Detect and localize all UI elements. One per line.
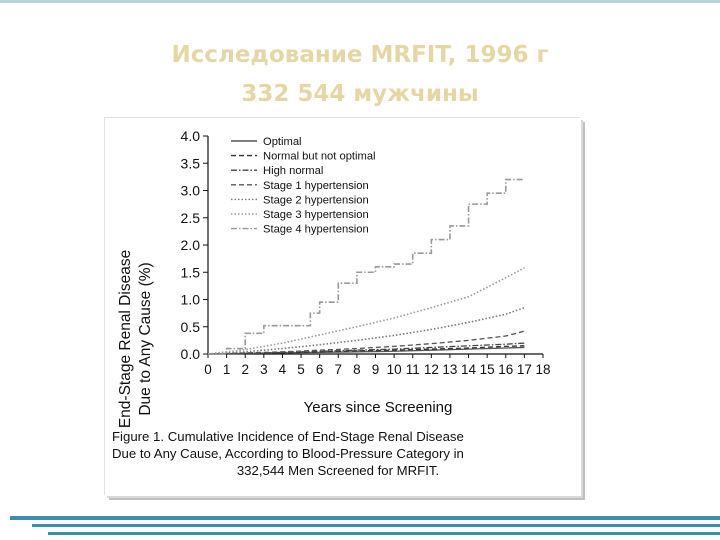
caption-line2: Due to Any Cause, According to Blood-Pre…: [112, 446, 464, 461]
x-tick-label: 11: [406, 362, 420, 377]
series-line-4: [207, 330, 525, 355]
slide-title-line1: Исследование MRFIT, 1996 г: [171, 42, 549, 68]
footer-bar-3: [48, 532, 720, 535]
legend-label-3: High normal: [263, 165, 323, 177]
footer-bar-1: [10, 516, 720, 520]
x-tick-label: 2: [241, 362, 249, 377]
y-tick-label: 4.0: [181, 128, 201, 144]
x-tick-label: 1: [223, 362, 231, 377]
series-line-7: [208, 178, 525, 355]
x-tick-label: 9: [372, 362, 380, 377]
series-line-3: [207, 342, 525, 355]
y-tick-label: 3.5: [181, 155, 201, 171]
legend-label-6: Stage 3 hypertension: [263, 209, 369, 221]
y-tick-label: 1.5: [181, 264, 201, 280]
legend-label-5: Stage 2 hypertension: [263, 194, 369, 206]
top-rule: [0, 0, 720, 3]
ckd-incidence-chart: 0.00.51.01.52.02.53.03.54.00 1 2 3 4 5 6 7 8 9 10 1…: [117, 128, 551, 428]
series-line-5: [207, 306, 525, 355]
x-tick-label: 4: [279, 362, 287, 377]
legend-label-7: Stage 4 hypertension: [263, 224, 369, 236]
y-tick-label: 0.0: [181, 346, 201, 362]
figure-card: 0.0 0.5 1.0 1.5 2.0 2.5 3.0 3.5 4.0 0 1 2 3 4 5 6 7 8 9 10 1…: [105, 118, 581, 496]
x-tick-label: 7: [335, 362, 343, 377]
x-tick-label: 10: [387, 362, 402, 377]
legend-label-1: Optimal: [263, 136, 302, 148]
x-tick-label: 13: [442, 362, 457, 377]
y-tick-label: 1.0: [181, 292, 201, 308]
figure-caption: Figure 1. Cumulative Incidence of End-St…: [112, 428, 564, 479]
chart-series: [207, 178, 525, 355]
y-tick-label: 2.5: [181, 210, 201, 226]
chart-axes: 0.00.51.01.52.02.53.03.54.00 1 2 3 4 5 6 7 8 9 10 1…: [181, 128, 551, 377]
y-tick-label: 3.0: [181, 183, 201, 199]
series-line-6: [207, 267, 525, 355]
x-axis-label: Years since Screening: [304, 399, 453, 416]
legend-label-4: Stage 1 hypertension: [263, 180, 369, 192]
x-tick-label: 5: [297, 362, 305, 377]
x-tick-label: 6: [316, 362, 324, 377]
slide-title: Исследование MRFIT, 1996 г 332 544 мужчи…: [0, 36, 720, 114]
x-tick-label: 0: [204, 362, 212, 377]
legend-label-2: Normal but not optimal: [263, 151, 376, 163]
x-tick-label: 18: [535, 362, 550, 377]
caption-line3: 332,544 Men Screened for MRFIT.: [236, 463, 440, 478]
x-tick-label: 16: [498, 362, 513, 377]
x-tick-label: 14: [461, 362, 477, 377]
slide-title-line2: 332 544 мужчины: [241, 81, 479, 107]
y-axis-label-line1: End-Stage Renal Disease: [117, 250, 134, 428]
footer-decoration: [0, 510, 720, 540]
x-tick-label: 17: [517, 362, 532, 377]
x-tick-label: 15: [480, 362, 495, 377]
x-tick-label: 12: [424, 362, 439, 377]
chart-legend: Optimal Normal but not optimal High normal…: [231, 136, 376, 236]
footer-bar-2: [32, 524, 720, 527]
y-tick-label: 0.5: [181, 319, 201, 335]
caption-line1: Figure 1. Cumulative Incidence of End-St…: [112, 429, 464, 444]
y-axis-label-line2: Due to Any Cause (%): [137, 262, 154, 415]
series-line-1: [207, 346, 525, 355]
y-tick-label: 2.0: [181, 237, 201, 253]
x-tick-label: 8: [353, 362, 361, 377]
x-tick-label: 3: [260, 362, 268, 377]
